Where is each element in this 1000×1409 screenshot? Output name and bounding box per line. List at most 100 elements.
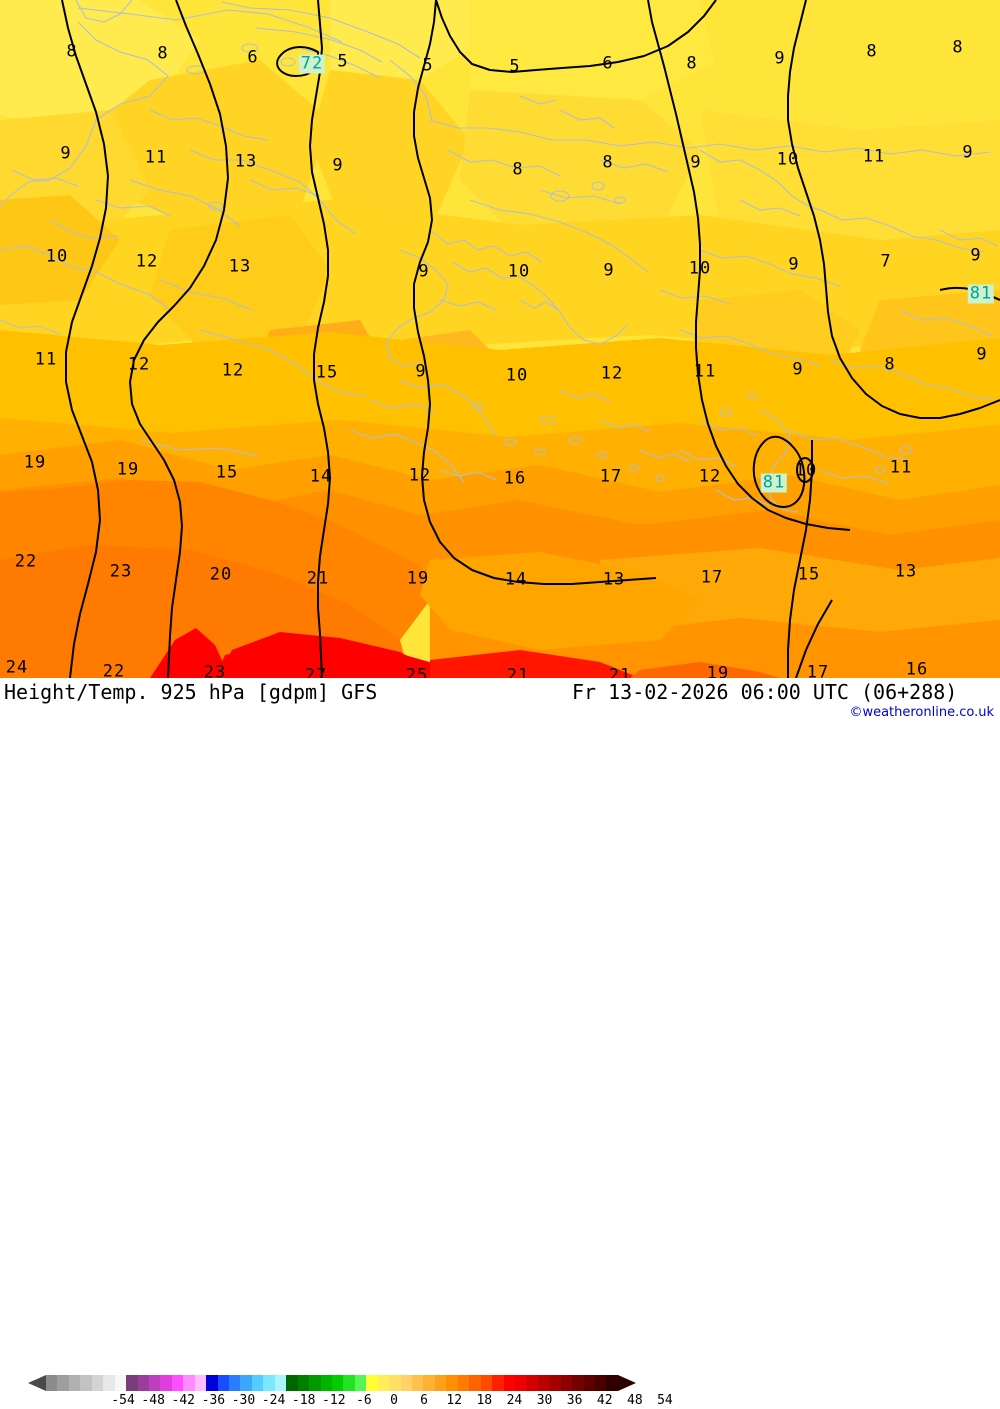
scale-swatch <box>526 1375 538 1391</box>
temperature-label: 19 <box>406 568 430 589</box>
temperature-label: 9 <box>418 261 430 282</box>
scale-tick-label: -48 <box>141 1393 165 1408</box>
scale-swatch <box>137 1375 149 1391</box>
scale-swatch <box>412 1375 424 1391</box>
temperature-label: 13 <box>894 561 918 582</box>
scale-swatch <box>217 1375 229 1391</box>
scale-swatch <box>423 1375 435 1391</box>
temperature-label: 10 <box>688 258 712 279</box>
scale-swatch <box>251 1375 264 1391</box>
temperature-label: 10 <box>505 365 529 386</box>
temperature-label: 10 <box>45 246 69 267</box>
scale-swatch <box>606 1375 618 1391</box>
scale-swatch <box>263 1375 275 1391</box>
scale-tick-label: -30 <box>231 1393 256 1408</box>
temperature-label: 21 <box>306 568 330 589</box>
temperature-label: 10 <box>794 460 818 481</box>
scale-tick-label: 24 <box>506 1393 523 1408</box>
temperature-label: 22 <box>14 551 38 572</box>
temperature-label: 9 <box>970 245 982 266</box>
temperature-label: 15 <box>797 564 821 585</box>
scale-swatch <box>514 1375 527 1391</box>
scale-swatch <box>91 1375 104 1391</box>
temperature-label: 27 <box>304 665 328 678</box>
scale-tick-label: -12 <box>322 1393 346 1408</box>
scale-swatch <box>400 1375 412 1391</box>
temperature-label: 9 <box>60 143 72 164</box>
temperature-label: 17 <box>700 567 724 588</box>
scale-tick-label: 30 <box>536 1393 553 1408</box>
scale-swatch <box>377 1375 390 1391</box>
temperature-label: 12 <box>127 354 151 375</box>
scale-swatch <box>583 1375 595 1391</box>
scale-swatches <box>46 1375 618 1391</box>
scale-swatch <box>160 1375 172 1391</box>
temperature-label: 6 <box>247 47 259 68</box>
temperature-label: 15 <box>215 462 239 483</box>
temperature-label: 12 <box>698 466 722 487</box>
scale-tick-label: 48 <box>627 1393 643 1408</box>
scale-tick-label: 54 <box>657 1393 673 1408</box>
scale-swatch <box>57 1375 69 1391</box>
scale-swatch <box>389 1375 401 1391</box>
scale-swatch <box>194 1375 207 1391</box>
temperature-label: 25 <box>405 665 429 678</box>
temperature-label: 20 <box>209 564 233 585</box>
temperature-label: 9 <box>976 344 988 365</box>
temperature-label: 5 <box>509 56 521 77</box>
temperature-label: 12 <box>135 251 159 272</box>
map-footer: Height/Temp. 925 hPa [gdpm] GFS Fr 13-02… <box>0 678 1000 1408</box>
scale-swatch <box>206 1375 218 1391</box>
temperature-label: 23 <box>109 561 133 582</box>
temperature-label: 10 <box>776 149 800 170</box>
temperature-label: 17 <box>806 662 830 678</box>
scale-tick-label: -24 <box>261 1393 286 1408</box>
temperature-label: 16 <box>503 468 527 489</box>
temperature-label: 12 <box>408 465 432 486</box>
scale-swatch <box>595 1375 607 1391</box>
temperature-label: 8 <box>952 37 964 58</box>
scale-swatch <box>434 1375 447 1391</box>
scale-swatch <box>126 1375 138 1391</box>
temperature-label: 7 <box>880 251 892 272</box>
temperature-label: 13 <box>234 151 258 172</box>
weather-map-canvas[interactable]: 8 8 6 5 5 5 6 8 9 8 8 9 11 13 9 8 8 9 10 11 9 10 12 13 9 10 9 10 9 7 9… <box>0 0 1000 678</box>
temperature-label: 19 <box>23 452 47 473</box>
temperature-label: 9 <box>332 155 344 176</box>
scale-tick-label: 0 <box>390 1393 398 1408</box>
temperature-label: 14 <box>309 466 333 487</box>
temperature-label: 11 <box>889 457 913 478</box>
scale-tick-label: -42 <box>171 1393 195 1408</box>
temperature-label: 8 <box>686 53 698 74</box>
temperature-label: 9 <box>774 48 786 69</box>
temperature-label: 10 <box>507 261 531 282</box>
scale-swatch <box>503 1375 515 1391</box>
scale-swatch <box>537 1375 550 1391</box>
scale-high-arrow <box>618 1375 636 1391</box>
scale-swatch <box>320 1375 332 1391</box>
chart-title: Height/Temp. 925 hPa [gdpm] GFS <box>4 680 378 704</box>
height-contour-label: 81 <box>760 472 788 493</box>
scale-swatch <box>572 1375 584 1391</box>
scale-swatch <box>343 1375 355 1391</box>
temperature-label: 9 <box>603 260 615 281</box>
scale-tick-label: -18 <box>291 1393 316 1408</box>
temperature-label: 16 <box>905 659 929 678</box>
scale-swatch <box>457 1375 470 1391</box>
height-contour-label: 81 <box>967 283 995 304</box>
temperature-label: 8 <box>66 41 78 62</box>
scale-swatch <box>492 1375 504 1391</box>
temperature-label: 15 <box>315 362 339 383</box>
temperature-label: 13 <box>602 569 626 590</box>
scale-tick-label: 18 <box>476 1393 493 1408</box>
map-graphic <box>0 0 1000 678</box>
temperature-label: 21 <box>506 665 530 678</box>
scale-swatch <box>286 1375 298 1391</box>
scale-tick-label: -54 <box>111 1393 135 1408</box>
temperature-label: 22 <box>102 661 126 678</box>
scale-swatch <box>297 1375 310 1391</box>
temperature-label: 9 <box>415 361 427 382</box>
temperature-label: 9 <box>792 359 804 380</box>
scale-swatch <box>229 1375 241 1391</box>
